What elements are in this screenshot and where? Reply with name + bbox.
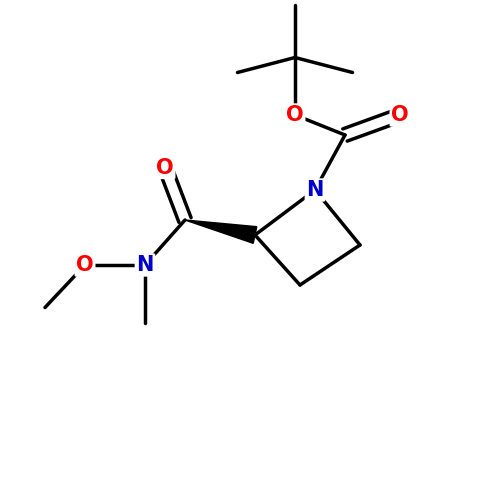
Text: O: O xyxy=(156,158,174,178)
Text: O: O xyxy=(286,105,304,125)
Text: O: O xyxy=(391,105,409,125)
Polygon shape xyxy=(185,220,257,244)
Text: N: N xyxy=(136,255,154,275)
Text: N: N xyxy=(306,180,324,200)
Text: O: O xyxy=(76,255,94,275)
